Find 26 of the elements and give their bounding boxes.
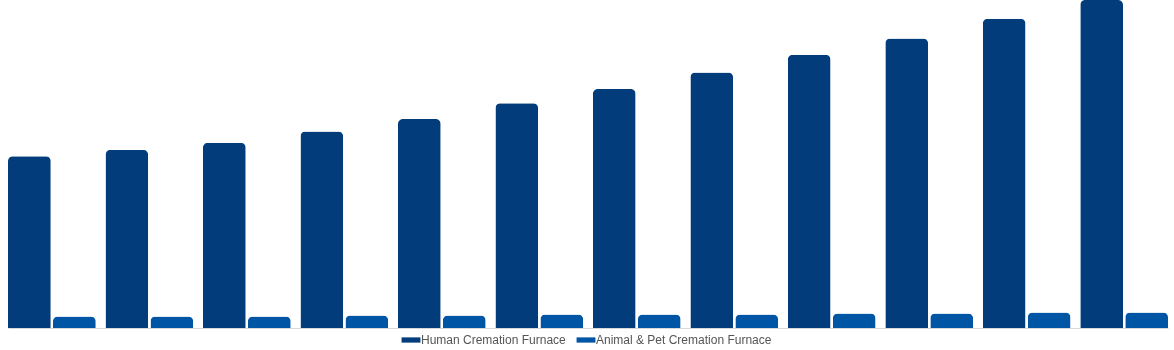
bar [1125,312,1168,328]
bar [1027,312,1071,328]
bar [735,314,779,328]
bar [8,156,51,328]
bar [885,38,929,328]
legend-label: Animal & Pet Cremation Furnace [596,333,772,347]
bar [930,313,974,328]
bar [592,88,636,328]
bar [150,316,194,328]
bar [202,142,246,328]
bar [787,54,831,328]
legend-label: Human Cremation Furnace [421,333,567,347]
bar [637,314,681,328]
bar [832,313,876,328]
bar [495,103,539,328]
bar [540,314,584,328]
bar [105,149,149,328]
bar [690,72,734,328]
bar [982,18,1026,328]
bar [247,316,291,328]
bar [442,315,486,328]
bar [300,131,344,328]
bar [1080,0,1124,328]
bar [345,315,389,328]
bar [52,316,96,328]
bar [397,119,441,328]
